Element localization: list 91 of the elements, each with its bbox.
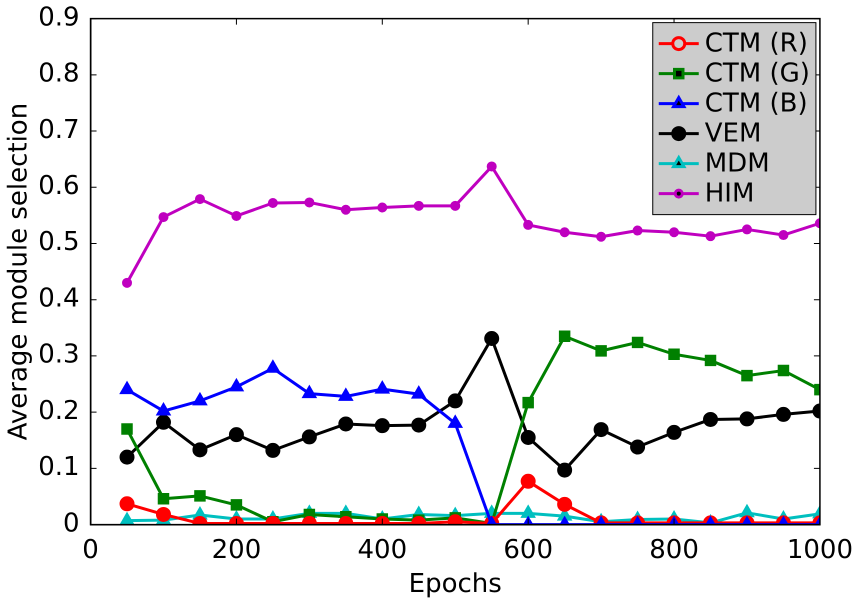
x-tick-label: 1000 xyxy=(786,534,853,565)
point xyxy=(448,393,463,408)
point xyxy=(374,418,390,434)
point xyxy=(158,492,170,504)
y-tick-label: 0.7 xyxy=(38,114,80,145)
legend-label: CTM (G) xyxy=(704,58,810,88)
point xyxy=(158,212,168,222)
point xyxy=(666,424,682,440)
point xyxy=(632,336,644,348)
point xyxy=(156,506,171,522)
point xyxy=(778,364,790,376)
point xyxy=(414,200,424,211)
point xyxy=(522,396,534,408)
point xyxy=(740,505,754,518)
point xyxy=(268,198,278,208)
point xyxy=(377,202,388,213)
point xyxy=(594,422,609,438)
point xyxy=(228,427,244,442)
y-axis-title: Average module selection xyxy=(3,102,34,440)
point xyxy=(338,416,354,432)
y-tick-label: 0.1 xyxy=(38,452,80,482)
point xyxy=(304,197,314,208)
point xyxy=(412,386,426,399)
point xyxy=(669,227,680,238)
point xyxy=(630,440,646,455)
point xyxy=(411,418,426,433)
point xyxy=(120,382,134,394)
point xyxy=(120,496,135,512)
x-tick-label: 600 xyxy=(503,534,553,565)
point xyxy=(302,429,317,444)
point xyxy=(484,331,500,346)
point xyxy=(194,194,205,204)
point xyxy=(778,230,788,240)
point xyxy=(340,204,351,215)
point xyxy=(339,388,353,401)
point xyxy=(194,490,206,502)
x-tick-label: 0 xyxy=(82,534,99,565)
y-tick-label: 0.8 xyxy=(38,58,80,89)
point xyxy=(739,411,754,426)
point xyxy=(376,382,389,394)
point xyxy=(560,227,570,238)
point xyxy=(595,345,607,357)
x-tick-label: 400 xyxy=(357,534,408,565)
point xyxy=(557,496,572,512)
point xyxy=(156,414,171,430)
point xyxy=(120,450,135,465)
point xyxy=(668,348,680,360)
point xyxy=(156,404,170,416)
legend-label: CTM (B) xyxy=(704,88,808,118)
point xyxy=(558,330,570,342)
point xyxy=(120,513,134,525)
legend-label: MDM xyxy=(704,148,770,178)
point xyxy=(230,379,244,392)
point xyxy=(596,232,606,242)
point xyxy=(450,200,460,211)
point xyxy=(520,430,536,445)
y-tick-label: 0 xyxy=(63,508,80,538)
x-tick-label: 800 xyxy=(649,534,699,565)
legend-label: CTM (R) xyxy=(704,28,808,58)
point xyxy=(776,406,791,422)
y-tick-label: 0.9 xyxy=(38,2,80,32)
point xyxy=(706,231,716,242)
point xyxy=(448,416,462,428)
point xyxy=(121,423,133,435)
point xyxy=(741,370,753,382)
y-tick-label: 0.2 xyxy=(38,396,80,426)
point xyxy=(557,462,572,478)
point xyxy=(265,442,280,458)
point xyxy=(742,224,752,234)
point xyxy=(230,499,242,511)
x-tick-label: 200 xyxy=(212,534,262,565)
point xyxy=(486,161,497,172)
y-tick-label: 0.5 xyxy=(38,227,80,258)
point xyxy=(192,442,208,458)
y-tick-label: 0.4 xyxy=(38,283,80,314)
point xyxy=(703,412,718,427)
y-tick-label: 0.6 xyxy=(38,171,80,202)
x-axis-title: Epochs xyxy=(408,569,502,600)
point xyxy=(122,278,132,288)
point xyxy=(632,226,643,236)
point xyxy=(523,220,534,230)
point xyxy=(266,360,280,373)
point xyxy=(193,393,207,406)
legend-label: HIM xyxy=(704,178,754,208)
point xyxy=(520,474,536,489)
point xyxy=(231,210,242,221)
legend-label: VEM xyxy=(704,118,762,148)
point xyxy=(704,354,716,366)
point xyxy=(302,386,316,398)
point xyxy=(521,506,535,518)
y-tick-label: 0.3 xyxy=(38,340,80,370)
